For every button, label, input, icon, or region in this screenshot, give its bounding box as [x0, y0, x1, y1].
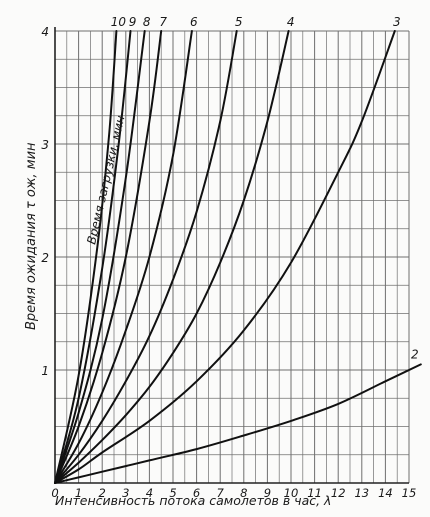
x-tick-label: 10 [284, 486, 299, 500]
x-tick-label: 2 [99, 486, 106, 500]
series-label-6: 6 [190, 15, 198, 29]
x-tick-label: 0 [51, 486, 58, 500]
series-label-7: 7 [159, 15, 167, 29]
x-tick-label: 11 [307, 486, 322, 500]
x-tick-label: 6 [193, 486, 200, 500]
series-label-2: 2 [411, 347, 419, 361]
x-tick-label: 1 [75, 486, 82, 500]
series-label-4: 4 [287, 15, 295, 29]
chart-grid [54, 27, 410, 484]
series-curve-2 [54, 363, 422, 484]
series-label-9: 9 [129, 15, 137, 29]
x-tick-label: 12 [331, 486, 346, 500]
x-tick-label: 9 [264, 486, 271, 500]
y-tick-label: 1 [41, 364, 49, 378]
series-label-10: 10 [111, 15, 127, 29]
inner-axis-label: Время загрузки, мин [84, 114, 127, 246]
series-curve-10 [54, 30, 118, 484]
series-label-3: 3 [393, 15, 401, 29]
data-series [54, 30, 422, 484]
x-tick-label: 5 [169, 486, 176, 500]
x-tick-label: 8 [240, 486, 247, 500]
x-tick-label: 13 [354, 486, 369, 500]
series-label-5: 5 [235, 15, 243, 29]
x-tick-label: 3 [122, 486, 129, 500]
series-curve-9 [54, 30, 132, 484]
x-tick-label: 15 [402, 486, 417, 500]
series-curve-5 [54, 30, 238, 484]
x-axis-label: Интенсивность потока самолетов в час, λ [55, 493, 331, 508]
series-curve-3 [54, 30, 396, 484]
series-curve-4 [54, 30, 290, 484]
x-tick-label: 14 [378, 486, 393, 500]
x-tick-label: 7 [217, 486, 225, 500]
y-axis-label: Время ожидания τ ож, мин [24, 142, 39, 330]
y-tick-label: 3 [41, 138, 49, 152]
y-tick-label: 4 [41, 25, 49, 39]
x-tick-label: 4 [146, 486, 153, 500]
series-curve-8 [54, 30, 146, 484]
y-tick-label: 2 [41, 251, 49, 265]
series-label-8: 8 [143, 15, 151, 29]
series-curve-7 [54, 30, 163, 484]
series-curve-6 [54, 30, 193, 484]
